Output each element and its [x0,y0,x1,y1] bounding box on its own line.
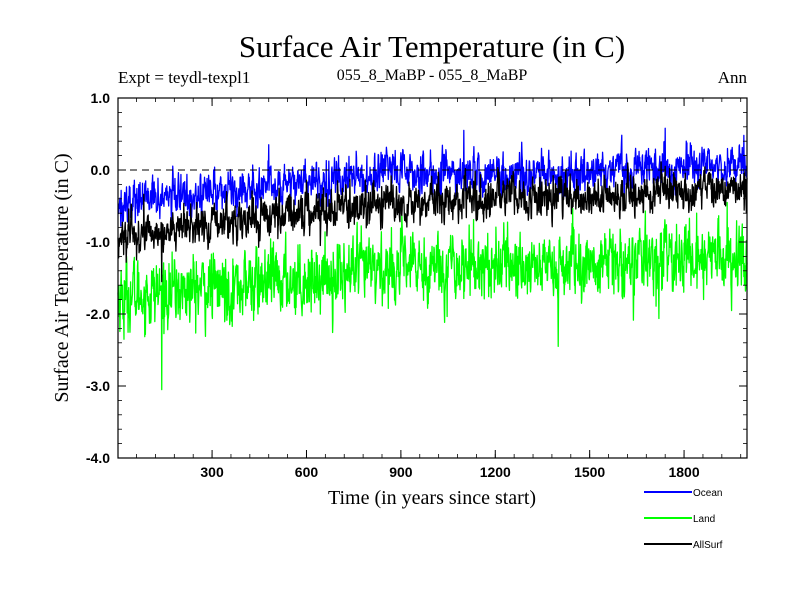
chart-title: Surface Air Temperature (in C) [239,29,625,64]
series-line-land [117,201,748,391]
y-tick-label: 1.0 [91,90,111,106]
legend-label-ocean: Ocean [693,488,722,499]
series-layer [117,127,748,391]
x-tick-label: 1200 [480,464,511,480]
plot-frame [117,97,748,459]
x-axis-label: Time (in years since start) [328,487,536,509]
x-tick-label: 900 [389,464,413,480]
series-line-ocean [117,127,748,227]
subtitle-period: Ann [718,68,748,87]
y-tick-label: -2.0 [86,306,110,322]
subtitle-comparison: 055_8_MaBP - 055_8_MaBP [337,67,528,84]
x-tick-label: 1800 [668,464,699,480]
axis-layer: 1.0 0.0 -1.0 -2.0 -3.0 -4.0 300 600 900 1200 1500 1… [86,90,747,480]
subtitle-experiment: Expt = teydl-texpl1 [118,68,250,87]
y-tick-label: -1.0 [86,234,110,250]
y-tick-label: 0.0 [91,162,111,178]
legend-label-allsurf: AllSurf [693,540,723,551]
y-tick-label: -3.0 [86,378,110,394]
series-line-allsurf [117,161,748,283]
legend: Ocean Land AllSurf [644,488,723,551]
y-tick-label: -4.0 [86,450,110,466]
x-tick-label: 1500 [574,464,605,480]
x-tick-label: 300 [200,464,224,480]
x-tick-label: 600 [295,464,319,480]
legend-label-land: Land [693,514,715,525]
y-axis-label: Surface Air Temperature (in C) [51,153,73,402]
